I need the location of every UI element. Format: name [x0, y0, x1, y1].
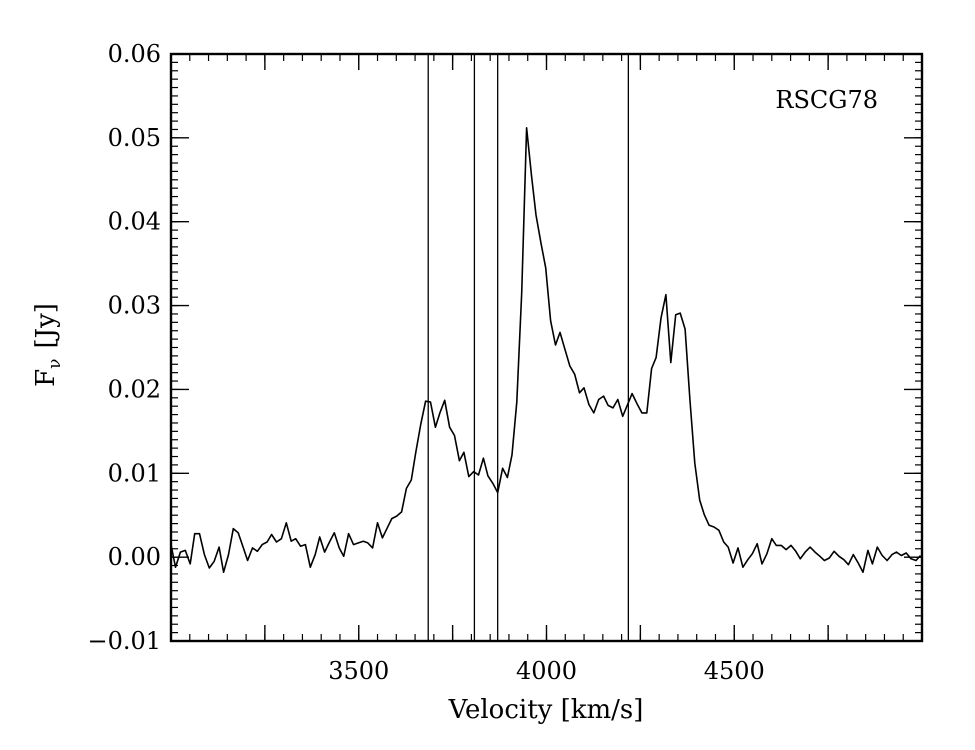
x-tick-label: 4500: [704, 657, 765, 685]
x-axis-label: Velocity [km/s]: [448, 695, 644, 725]
y-tick-labels: −0.01 0.00 0.01 0.02 0.03 0.04 0.05 0.06: [87, 40, 161, 655]
x-tick-labels: 3500 4000 4500: [328, 657, 765, 685]
y-tick-label: 0.02: [108, 375, 161, 403]
y-axis-label-sub: ν: [45, 359, 65, 369]
series-line: [170, 127, 922, 574]
y-tick-label: 0.06: [108, 40, 161, 68]
y-axis-label-main: F: [31, 369, 61, 387]
annotation-label: RSCG78: [775, 86, 878, 114]
vertical-markers: [427, 54, 630, 641]
major-ticks: [170, 53, 923, 642]
y-tick-label: 0.03: [108, 292, 161, 320]
y-axis-label-unit: [Jy]: [31, 303, 61, 348]
y-tick-label: 0.05: [108, 124, 161, 152]
y-axis-label: Fν [Jy]: [31, 303, 65, 387]
x-tick-label: 3500: [328, 657, 389, 685]
y-tick-label: 0.00: [108, 543, 161, 571]
x-tick-label: 4000: [516, 657, 577, 685]
y-tick-label: 0.01: [108, 459, 161, 487]
y-tick-label: −0.01: [87, 627, 161, 655]
y-tick-label: 0.04: [108, 208, 161, 236]
